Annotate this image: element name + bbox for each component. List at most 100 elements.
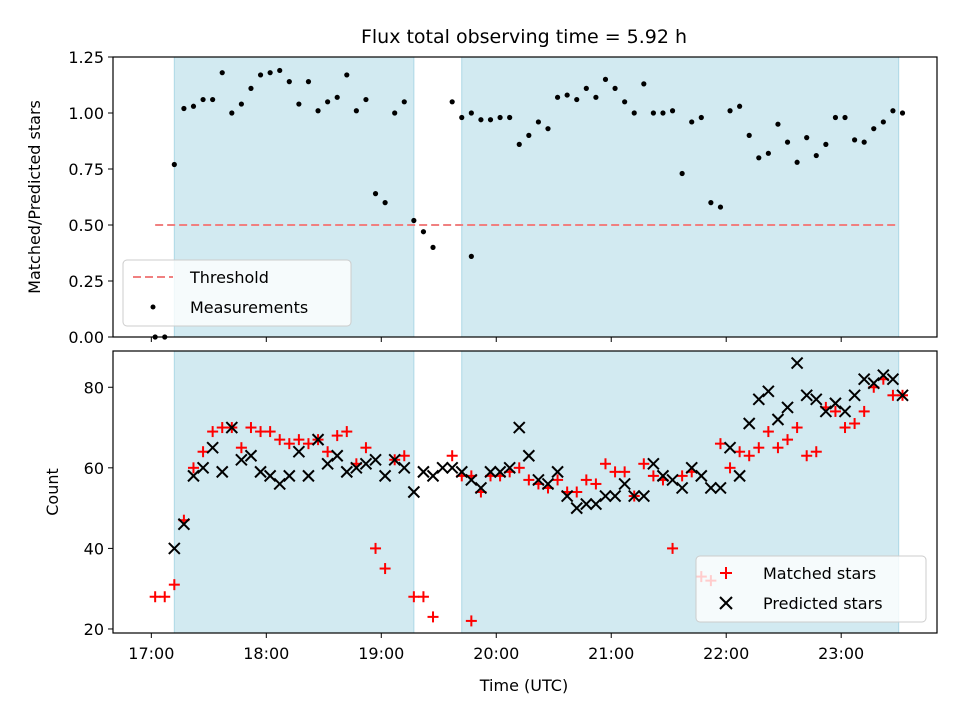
predicted-star-mark-b: [800, 389, 813, 402]
measurement-point: [516, 141, 522, 147]
predicted-star-mark-b: [886, 372, 900, 386]
predicted-star-point: [340, 465, 353, 479]
predicted-star-mark-b: [723, 441, 737, 454]
predicted-star-point: [187, 469, 200, 483]
predicted-star-mark-b: [733, 469, 746, 483]
matched-star-point: [829, 405, 841, 417]
predicted-star-mark-b: [263, 469, 277, 483]
matched-star-point: [599, 458, 611, 470]
matched-star-point: [302, 438, 314, 450]
matched-star-point: [197, 446, 209, 458]
x-tick-label: 18:00: [243, 644, 289, 663]
measurement-point: [775, 121, 781, 127]
predicted-star-mark-b: [388, 453, 401, 466]
predicted-star-point: [867, 377, 880, 390]
predicted-star-mark-b: [484, 465, 497, 479]
matched-star-point: [322, 446, 334, 458]
predicted-star-point: [771, 413, 785, 426]
measurement-point: [478, 117, 484, 123]
predicted-star-point: [580, 497, 593, 511]
predicted-star-mark-b: [436, 461, 449, 475]
top-axes-frame: [112, 56, 938, 338]
measurement-point: [804, 135, 810, 141]
predicted-stars-points: [168, 356, 909, 555]
predicted-star-point: [417, 465, 430, 479]
predicted-star-point: [695, 469, 708, 483]
measurement-point: [401, 99, 407, 105]
top-x-ticks: [150, 337, 842, 342]
matched-star-point: [753, 442, 765, 454]
predicted-star-point: [877, 368, 890, 382]
predicted-star-mark-b: [695, 469, 708, 483]
measurement-point: [171, 161, 177, 168]
measurement-point: [823, 141, 829, 147]
predicted-star-point: [302, 469, 315, 483]
predicted-legend-swatch: [719, 596, 733, 610]
predicted-star-point: [532, 473, 545, 487]
predicted-star-point: [378, 469, 392, 483]
matched-star-point: [791, 422, 803, 434]
predicted-star-point: [350, 461, 363, 475]
matched-star-point: [398, 450, 410, 462]
matched-star-point: [513, 462, 525, 474]
predicted-star-point: [675, 481, 689, 495]
measurement-point: [248, 85, 254, 91]
measurement-point: [832, 114, 839, 121]
matched-star-point: [370, 542, 382, 554]
top-y-tick-label: 1.00: [68, 104, 104, 123]
predicted-star-point: [857, 372, 871, 386]
bottom-y-tick-label: 60: [84, 459, 104, 478]
measurement-point: [593, 94, 599, 100]
predicted-star-point: [637, 489, 651, 503]
predicted-star-mark-b: [551, 465, 564, 479]
predicted-star-mark-b: [675, 481, 689, 495]
measurement-point: [507, 114, 513, 121]
measurement-point: [669, 108, 676, 114]
measurement-point: [190, 103, 197, 109]
measurement-point: [497, 114, 503, 121]
predicted-star-point: [206, 441, 219, 454]
predicted-star-point: [790, 356, 804, 370]
predicted-star-point: [292, 445, 306, 458]
matched-star-point: [638, 458, 650, 470]
bottom-y-tick-label: 20: [84, 620, 104, 639]
predicted-star-point: [455, 465, 468, 479]
measurement-point: [210, 96, 216, 103]
matched-star-point: [580, 474, 592, 486]
measurement-point: [631, 110, 637, 116]
matched-star-point: [341, 426, 353, 438]
top-observing-bands: [173, 56, 900, 338]
measurement-point: [334, 94, 340, 100]
predicted-star-point: [723, 441, 737, 454]
matched-star-point: [801, 450, 813, 462]
predicted-star-mark-b: [522, 449, 536, 462]
measurement-point: [641, 81, 647, 87]
predicted-star-point: [618, 477, 631, 491]
predicted-star-mark-b: [503, 461, 516, 475]
measurement-point: [305, 79, 312, 85]
measurement-point: [708, 200, 714, 206]
predicted-star-mark-b: [848, 389, 861, 402]
x-tick-label: 21:00: [588, 644, 634, 663]
predicted-star-mark-b: [292, 445, 306, 458]
predicted-star-mark-b: [168, 542, 181, 555]
predicted-star-point: [503, 461, 516, 475]
predicted-star-point: [321, 457, 334, 471]
predicted-star-mark-b: [187, 469, 200, 483]
measurement-point: [430, 244, 436, 250]
matched-star-point: [743, 450, 755, 462]
predicted-star-point: [742, 417, 756, 430]
predicted-star-point: [196, 461, 210, 475]
x-tick-label: 23:00: [818, 644, 864, 663]
measurement-point: [899, 110, 906, 116]
predicted-star-mark-b: [474, 481, 488, 495]
measurement-point: [784, 139, 791, 145]
matched-star-point: [858, 405, 870, 417]
matched-star-point: [207, 426, 219, 438]
predicted-star-point: [216, 465, 229, 479]
matched-star-point: [274, 434, 286, 446]
measurement-point: [468, 110, 474, 116]
predicted-star-mark-b: [330, 449, 344, 462]
predicted-star-point: [283, 469, 296, 483]
